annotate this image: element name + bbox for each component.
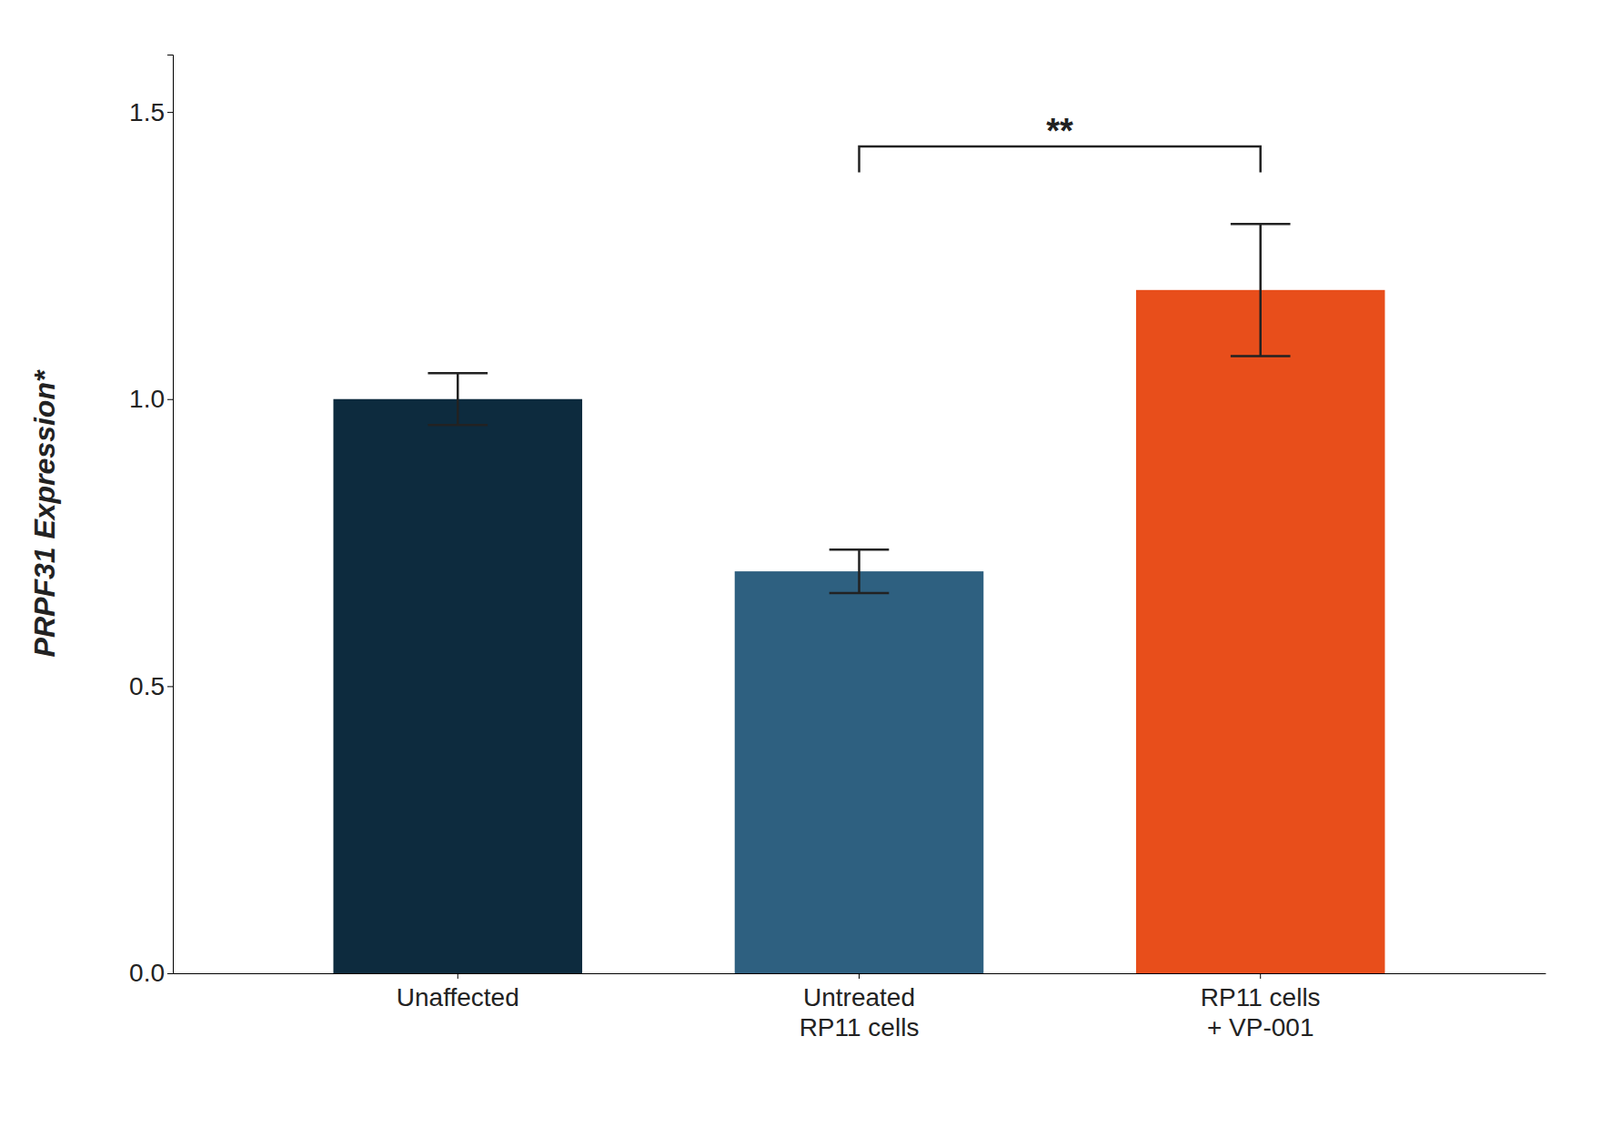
- y-tick-label: 0.0: [129, 958, 165, 987]
- error-bar-cap: [1230, 354, 1291, 358]
- x-tick-label-line: RP11 cells: [799, 1013, 920, 1042]
- x-tick: Unaffected: [396, 973, 520, 1012]
- y-tick-label: 1.5: [129, 98, 165, 127]
- plot: 0.00.51.01.5UnaffectedUntreatedRP11 cell…: [28, 55, 1547, 1043]
- y-axis-line: [167, 55, 174, 975]
- error-bar-cap: [829, 592, 890, 595]
- y-tick-mark: [167, 973, 173, 975]
- y-axis: 0.0 0.5 1.0 1.5: [129, 55, 173, 988]
- significance-bracket: [859, 146, 1261, 172]
- x-tick-mark: [457, 973, 459, 979]
- marks: [332, 146, 1385, 974]
- error-bar-cap: [1230, 222, 1291, 226]
- error-bar-cap: [427, 372, 488, 375]
- x-tick-label-line: Unaffected: [396, 983, 520, 1012]
- x-tick-label-line: Untreated: [803, 983, 916, 1012]
- y-tick: 0.0: [129, 958, 173, 987]
- x-tick-label: Unaffected: [396, 983, 520, 1012]
- y-tick-label: 1.0: [129, 384, 165, 413]
- y-tick-mark: [167, 399, 173, 401]
- bar: [734, 571, 985, 974]
- x-tick: RP11 cells+ VP-001: [1200, 973, 1321, 1042]
- x-tick: UntreatedRP11 cells: [799, 973, 920, 1042]
- y-tick: 0.5: [129, 672, 173, 701]
- error-bar: [427, 372, 488, 425]
- y-axis-label: PRPF31 Expression*: [28, 369, 61, 657]
- error-bar-stem: [857, 549, 861, 594]
- x-tick-label: RP11 cells+ VP-001: [1200, 983, 1321, 1043]
- x-tick-mark: [858, 973, 860, 979]
- error-bar: [829, 549, 890, 594]
- y-tick-label: 0.5: [129, 672, 165, 701]
- chart: 0.00.51.01.5UnaffectedUntreatedRP11 cell…: [0, 0, 1600, 1137]
- error-bar-cap: [829, 548, 890, 552]
- x-axis: UnaffectedUntreatedRP11 cellsRP11 cells+…: [173, 973, 1547, 1042]
- bar: [1136, 290, 1386, 974]
- x-tick-mark: [1259, 973, 1261, 979]
- x-tick-label: UntreatedRP11 cells: [799, 983, 920, 1043]
- y-tick-mark: [167, 111, 173, 113]
- significance-text: **: [1046, 111, 1074, 151]
- error-bar-stem: [456, 372, 460, 425]
- y-tick: 1.5: [129, 98, 173, 127]
- error-bar: [1230, 223, 1291, 356]
- error-bar-stem: [1258, 223, 1262, 356]
- y-tick: 1.0: [129, 384, 173, 413]
- y-tick-mark: [167, 685, 173, 687]
- x-tick-label-line: RP11 cells: [1200, 983, 1321, 1012]
- x-tick-label-line: + VP-001: [1207, 1013, 1315, 1042]
- bar: [332, 399, 583, 974]
- error-bar-cap: [427, 423, 488, 427]
